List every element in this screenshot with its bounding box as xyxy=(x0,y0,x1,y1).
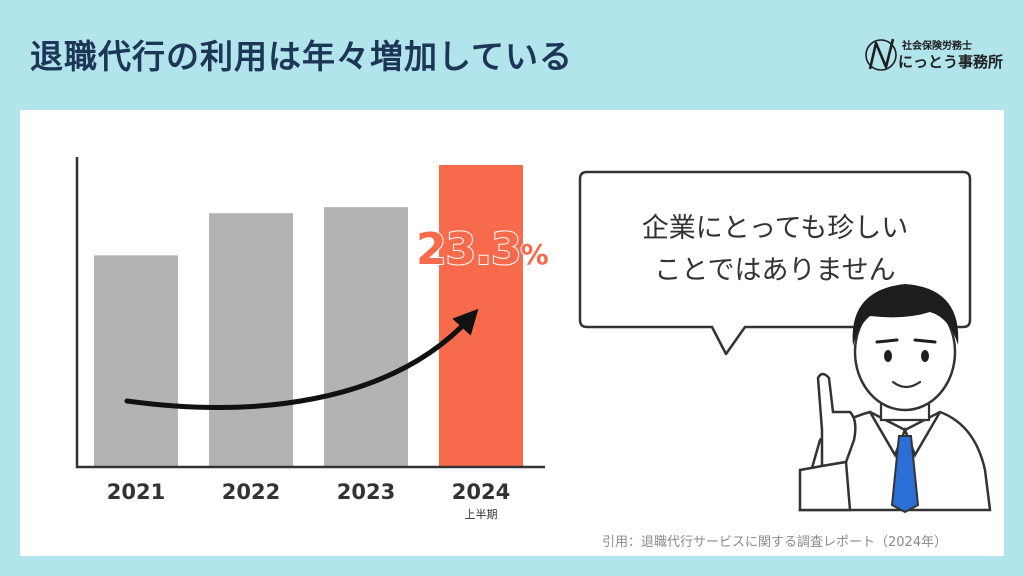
logo-line2: にっとう事務所 xyxy=(898,53,1004,71)
bar-2021 xyxy=(94,255,178,466)
logo-line1: 社会保険労務士 xyxy=(902,41,972,52)
highlight-value-label: 23.3% xyxy=(415,223,550,276)
bar-2024 xyxy=(439,165,523,466)
trend-arrow xyxy=(124,308,479,410)
x-tick-label-2021: 2021 xyxy=(106,480,166,504)
speech-bubble-text: 企業にとっても珍しい ことではありません xyxy=(580,208,970,292)
highlight-unit: % xyxy=(520,237,550,272)
x-tick-label-2024: 2024 xyxy=(451,480,511,504)
page-title: 退職代行の利用は年々増加している xyxy=(30,37,574,76)
bar-2022 xyxy=(209,213,293,466)
speech-line-1: 企業にとっても珍しい xyxy=(641,213,909,244)
company-logo: 社会保険労務士 にっとう事務所 xyxy=(862,33,1004,79)
bar-2023 xyxy=(324,207,408,466)
businessman-illustration xyxy=(798,284,992,514)
logo-mark-icon xyxy=(865,38,897,71)
x-tick-label-2023: 2023 xyxy=(336,480,396,504)
x-tick-label-2022: 2022 xyxy=(221,480,281,504)
source-citation: 引用：退職代行サービスに関する調査レポート（2024年） xyxy=(602,535,948,550)
speech-line-2: ことではありません xyxy=(654,255,896,286)
x-tick-sublabel-2024: 上半期 xyxy=(464,508,498,521)
